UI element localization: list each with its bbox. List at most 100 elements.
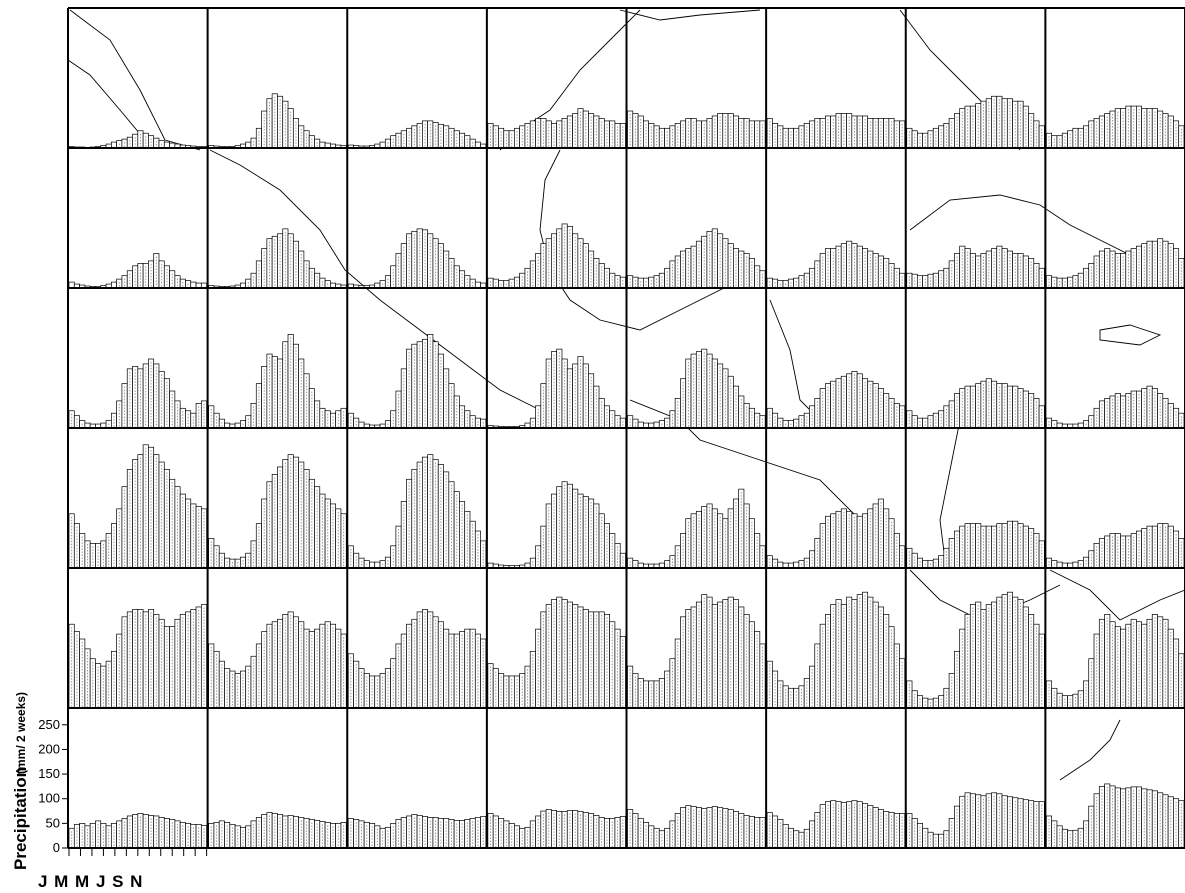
bar [1114,393,1121,429]
bar [711,228,718,289]
panel-r6-c7 [906,792,1045,849]
bar [840,113,847,149]
panel-r4-c1 [68,444,207,569]
panel-r4-c8 [1046,523,1185,569]
bar [619,417,626,429]
bar [261,631,268,709]
bar [1077,690,1084,709]
bar [1088,550,1095,569]
y-tick-label: 150 [38,766,60,781]
bar [943,830,950,849]
bar [911,690,918,709]
panel-r6-c8 [1046,783,1185,849]
bar [938,270,945,289]
bar [824,515,831,569]
panel-r1-c3 [347,120,487,149]
panel-r6-c4 [487,809,626,849]
bar [271,474,278,569]
panel-r6-c6 [766,800,906,849]
panel-r4-c4 [487,481,626,569]
bar [353,417,360,429]
bar [1104,614,1111,709]
bar [400,368,407,429]
bar [282,614,289,709]
bar [846,113,853,149]
panel-r1-c4 [487,108,626,149]
bar [1017,253,1024,289]
y-tick-label: 0 [53,840,60,855]
panel-r2-c1 [68,253,207,289]
bar [632,813,639,849]
bar [777,417,784,429]
bar [632,673,639,709]
panel-r1-c5 [627,110,766,149]
bar [819,253,826,289]
bar [1006,796,1013,849]
panel-r1-c8 [1046,105,1185,149]
bar [1114,253,1121,289]
panel-r2-c3 [347,228,487,289]
bar [980,253,987,289]
bar [1130,533,1137,569]
bar [911,130,918,149]
bar [632,113,639,149]
bar [535,253,542,289]
bar [1114,533,1121,569]
bar [1067,830,1074,849]
panel-r4-c2 [208,454,347,569]
bar [79,533,86,569]
bar [643,277,650,289]
bar [927,130,934,149]
panel-r3-c8 [1046,385,1185,429]
bar [711,508,718,569]
bar [1028,113,1035,149]
bar [1125,393,1132,429]
bar [234,673,241,709]
bar [872,253,879,289]
panel-r6-c2 [208,812,347,849]
y-axis-units: (mm/ 2 weeks) [14,692,28,774]
bar [1046,557,1053,569]
bar [200,508,207,569]
coastline [1049,569,1185,621]
bar [722,113,729,149]
bar [250,655,257,709]
bar [856,515,863,569]
bar [529,557,536,569]
bar [754,533,761,569]
bar [487,813,494,849]
bar [427,334,434,429]
coastline [939,419,961,561]
bar [954,113,961,149]
bar [883,614,890,709]
panel-r4-c7 [906,520,1045,569]
bar [319,277,326,289]
bar [1033,533,1040,569]
bar [137,368,144,429]
bar [609,410,616,429]
bar [867,508,874,569]
bar [906,410,913,429]
coastline [1059,719,1121,781]
bar [906,813,913,849]
bar [727,508,734,569]
panel-r5-c5 [627,594,766,709]
bar [551,351,558,429]
panel-r5-c7 [906,591,1045,709]
bar [1167,796,1174,849]
coastline [209,149,541,411]
bar [916,417,923,429]
bar [893,813,900,849]
month-labels: J M M J S N [38,872,143,891]
bar [324,410,331,429]
bar [658,830,665,849]
bar [379,673,386,709]
bar [1046,417,1053,429]
panel-r2-c4 [487,223,626,289]
bar [722,368,729,429]
bar [954,393,961,429]
bar [980,795,987,849]
bar [793,277,800,289]
bar [916,557,923,569]
y-tick-label: 100 [38,791,60,806]
